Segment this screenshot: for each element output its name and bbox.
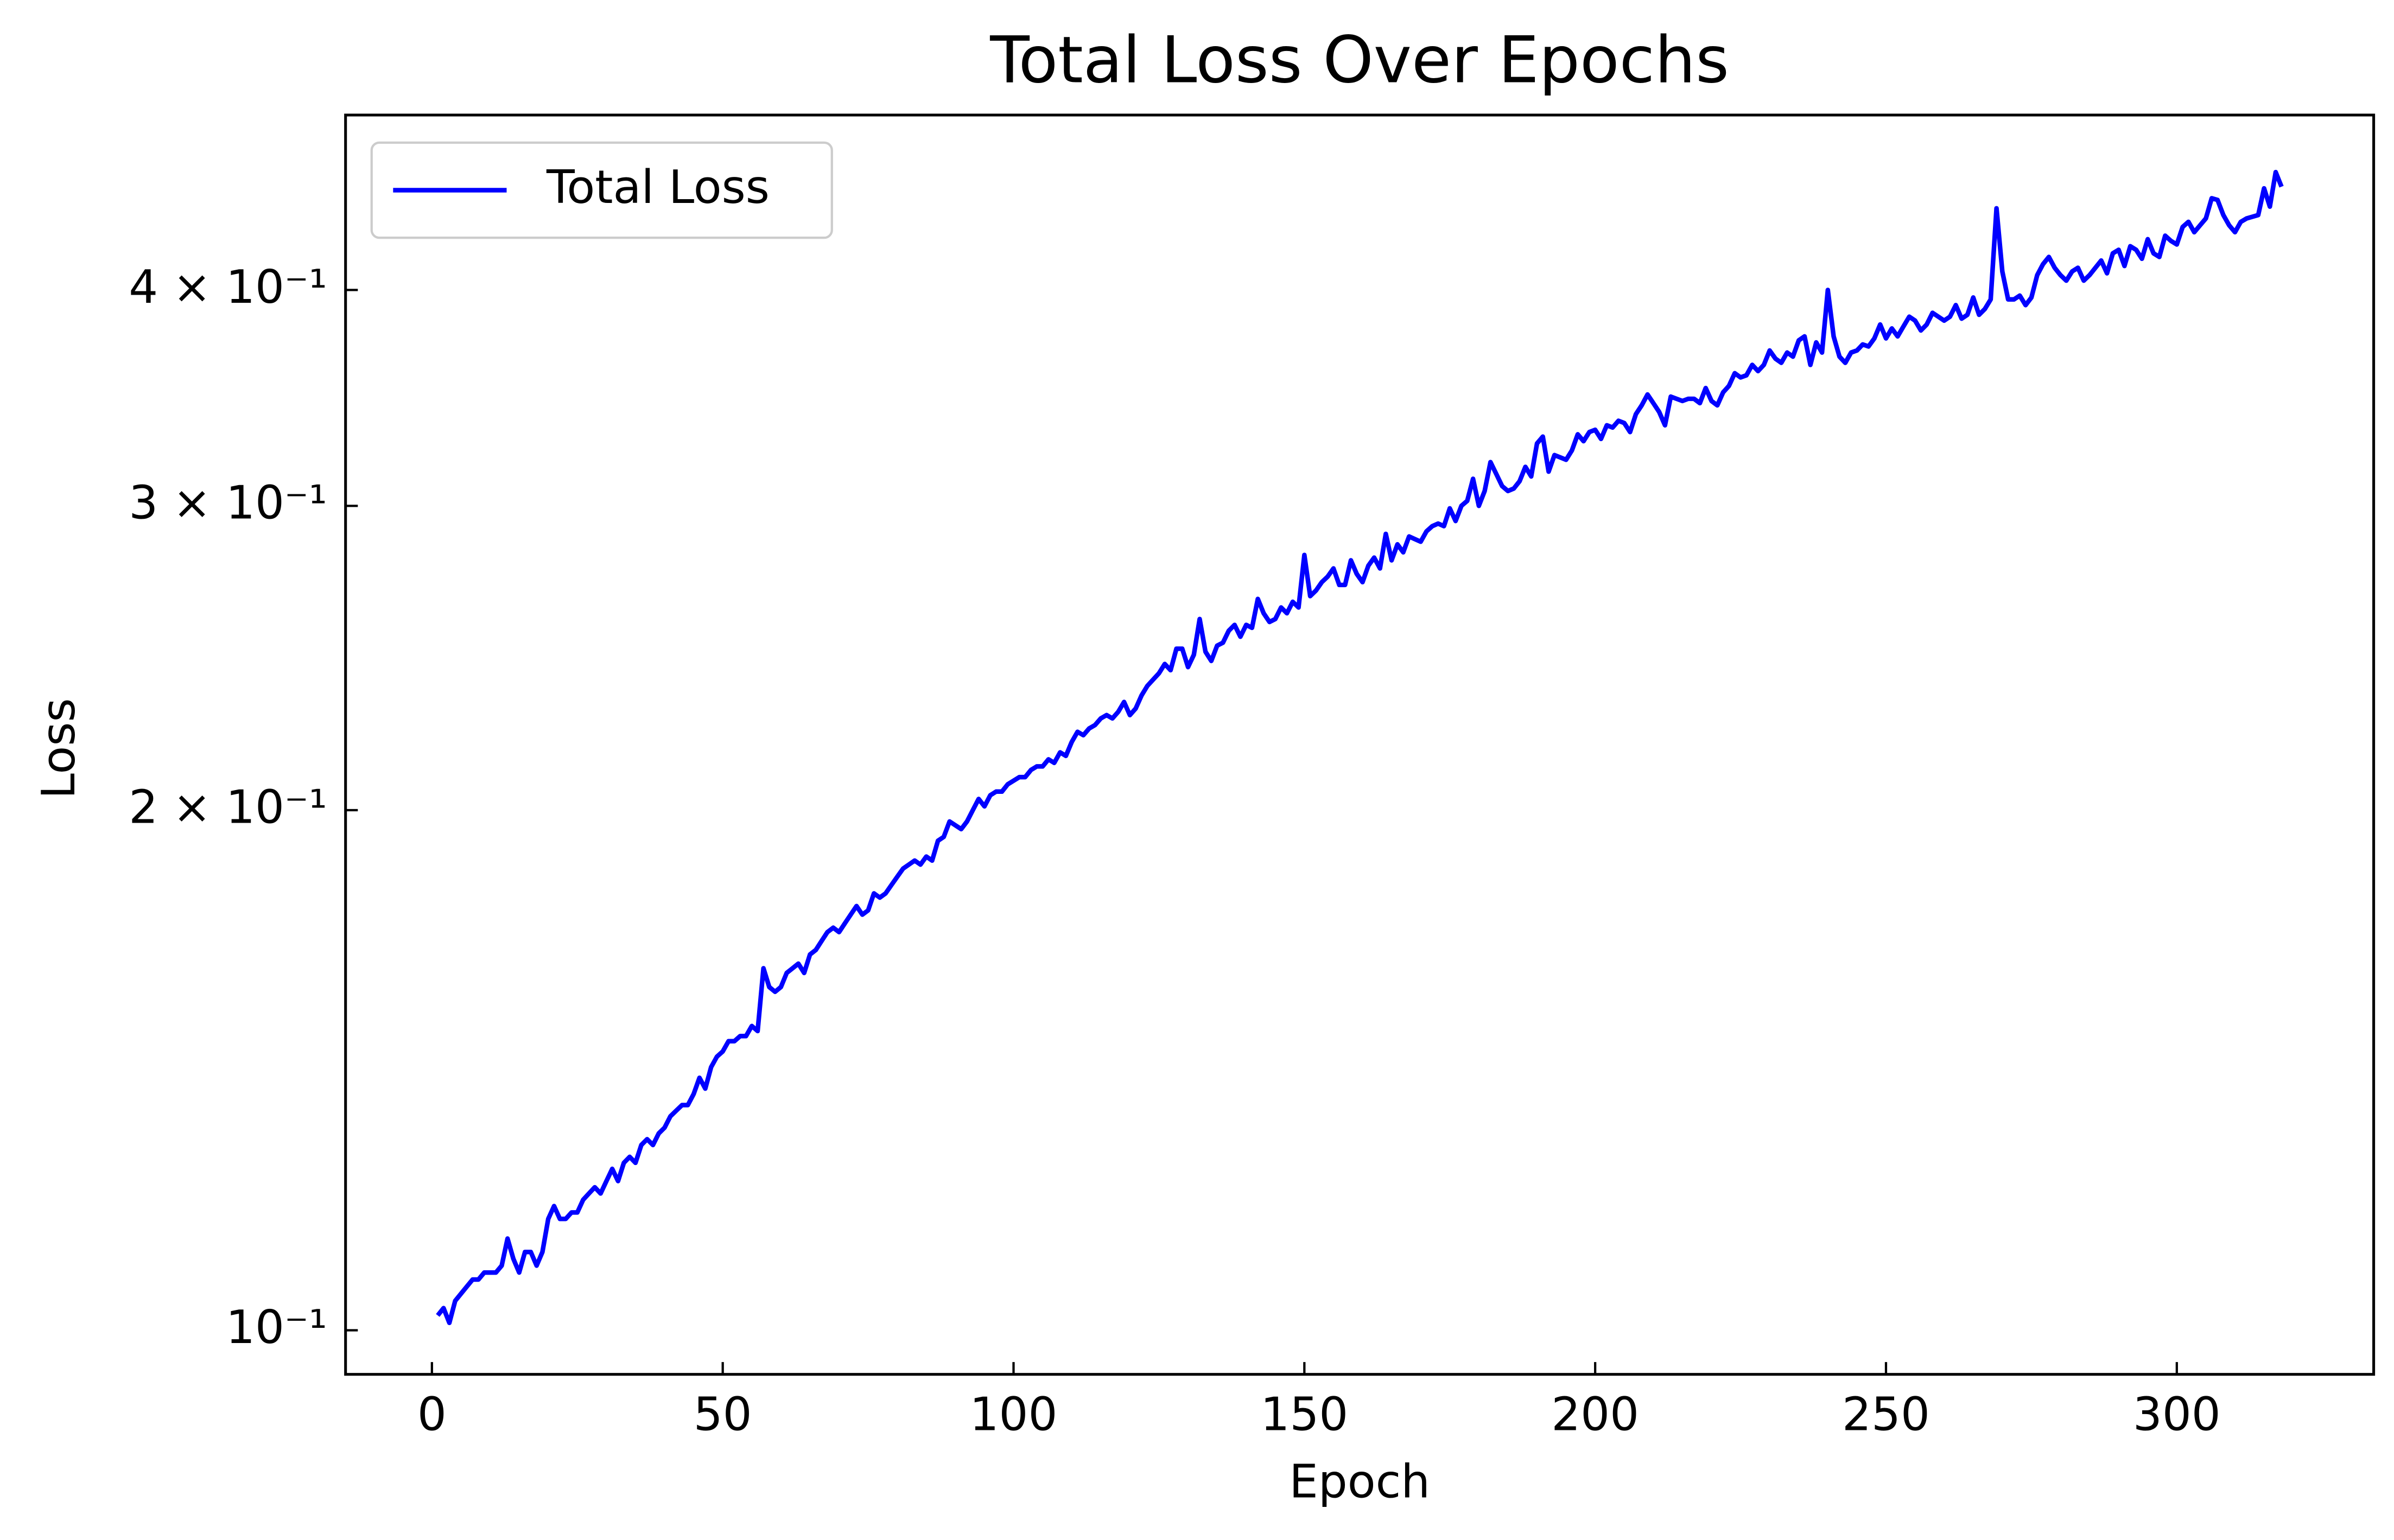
x-tick-label: 0	[417, 1387, 447, 1441]
chart-title: Total Loss Over Epochs	[989, 22, 1729, 97]
legend-label: Total Loss	[546, 160, 770, 214]
x-tick-label: 150	[1260, 1387, 1348, 1441]
x-tick-label: 300	[2133, 1387, 2221, 1441]
y-tick-label: 2 × 10⁻¹	[129, 780, 327, 833]
x-tick-label: 200	[1551, 1387, 1639, 1441]
y-tick-label: 10⁻¹	[226, 1300, 327, 1354]
loss-line	[436, 169, 2284, 1326]
x-tick-label: 50	[694, 1387, 752, 1441]
x-tick-label: 250	[1842, 1387, 1930, 1441]
plot-frame	[344, 113, 2376, 1376]
y-axis-label: Loss	[31, 698, 85, 799]
legend-box	[370, 141, 833, 239]
x-tick-label: 100	[970, 1387, 1058, 1441]
x-axis-label: Epoch	[1289, 1455, 1430, 1509]
y-tick-label: 4 × 10⁻¹	[129, 260, 327, 314]
y-tick-label: 3 × 10⁻¹	[129, 476, 327, 530]
